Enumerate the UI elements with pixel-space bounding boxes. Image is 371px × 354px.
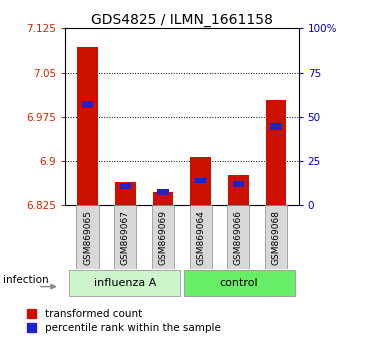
Bar <box>115 182 136 205</box>
Text: control: control <box>219 278 257 288</box>
Text: GSM869066: GSM869066 <box>234 210 243 265</box>
Bar <box>228 175 249 205</box>
Bar <box>195 178 206 183</box>
Bar <box>77 47 98 205</box>
Bar <box>119 183 131 189</box>
FancyBboxPatch shape <box>184 270 295 296</box>
Bar <box>266 100 286 205</box>
Bar <box>152 192 173 205</box>
Text: GSM869069: GSM869069 <box>158 210 167 265</box>
Text: GSM869065: GSM869065 <box>83 210 92 265</box>
Text: GSM869064: GSM869064 <box>196 210 205 265</box>
Text: infection: infection <box>3 275 49 285</box>
Bar <box>157 189 169 195</box>
FancyBboxPatch shape <box>227 205 249 269</box>
FancyBboxPatch shape <box>69 270 180 296</box>
FancyBboxPatch shape <box>152 205 174 269</box>
FancyBboxPatch shape <box>190 205 212 269</box>
FancyBboxPatch shape <box>114 205 137 269</box>
FancyBboxPatch shape <box>265 205 287 269</box>
Bar <box>270 123 282 130</box>
Text: influenza A: influenza A <box>94 278 157 288</box>
Bar <box>233 181 244 187</box>
FancyBboxPatch shape <box>76 205 99 269</box>
Text: GSM869067: GSM869067 <box>121 210 130 265</box>
Text: GSM869068: GSM869068 <box>272 210 280 265</box>
Title: GDS4825 / ILMN_1661158: GDS4825 / ILMN_1661158 <box>91 13 273 27</box>
Legend: transformed count, percentile rank within the sample: transformed count, percentile rank withi… <box>24 306 224 337</box>
Bar <box>190 157 211 205</box>
Bar <box>82 101 93 108</box>
